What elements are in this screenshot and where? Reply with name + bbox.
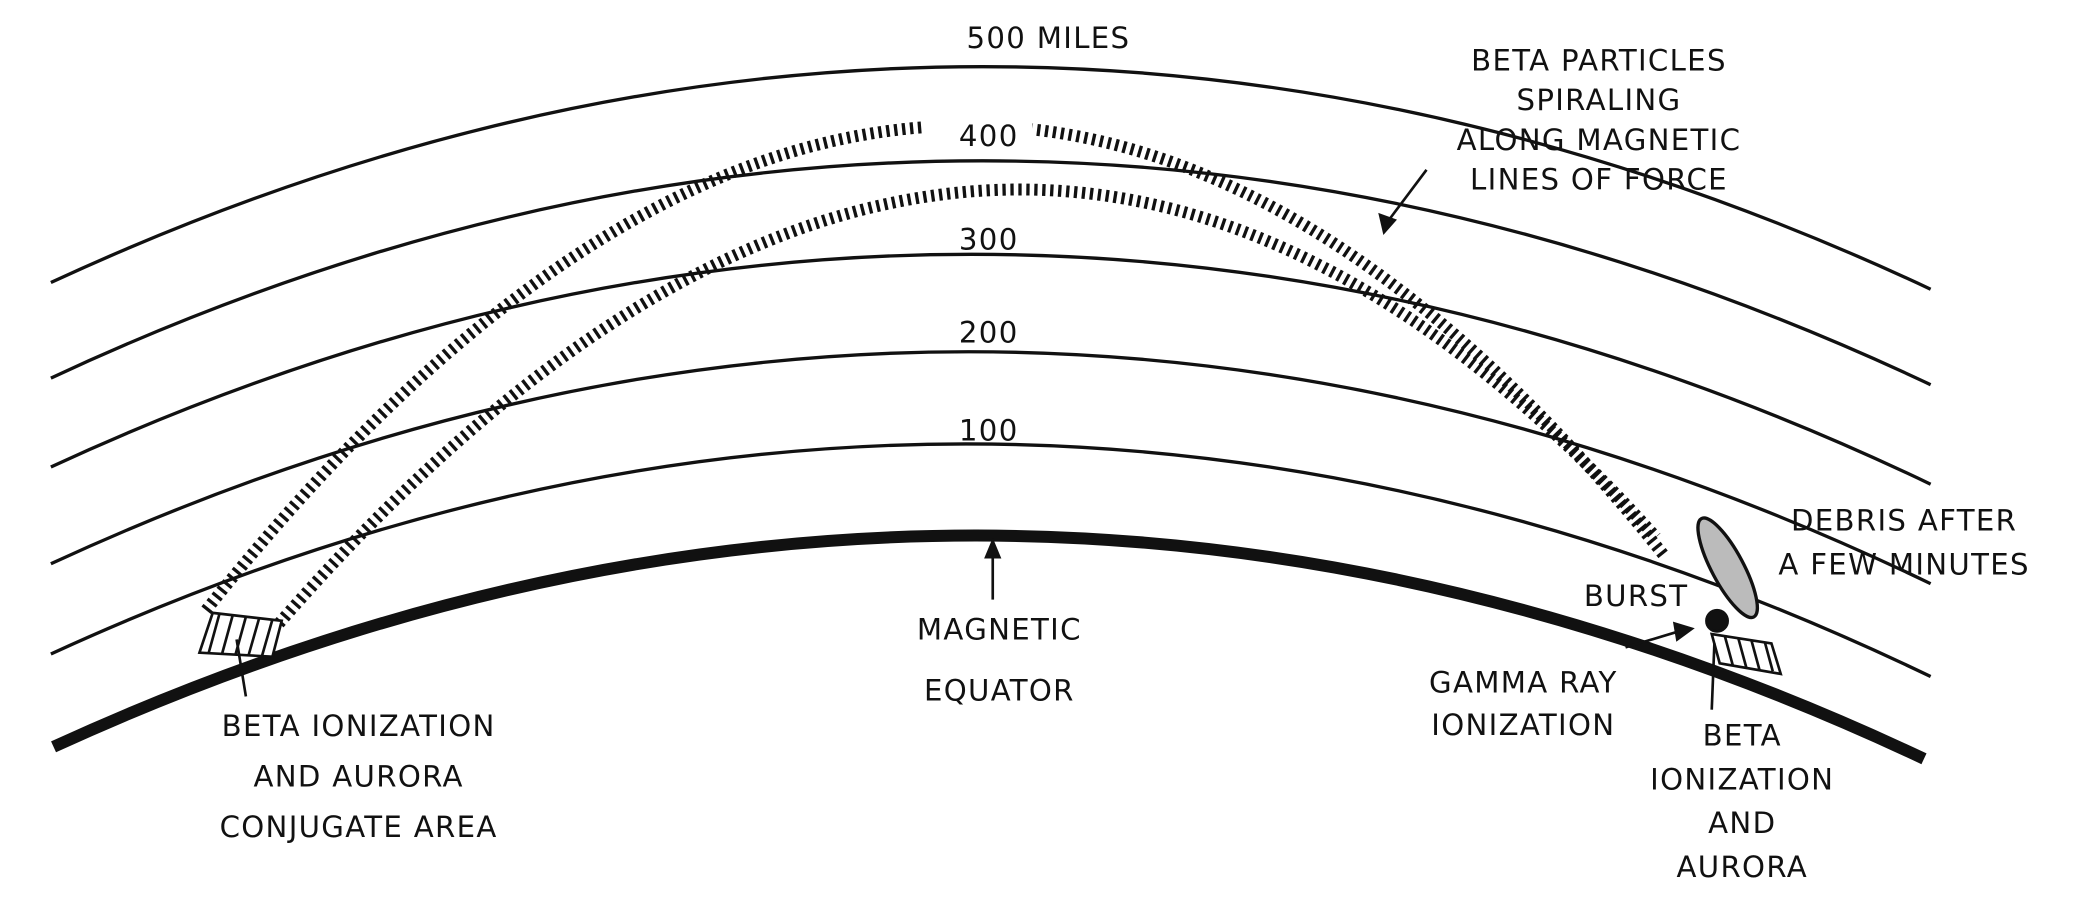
outer-field-line	[201, 119, 1670, 614]
label: IONIZATION	[1650, 762, 1834, 796]
altitude-400	[50, 159, 1932, 387]
altitude-100	[50, 442, 1932, 679]
debris-cloud	[1696, 516, 1760, 620]
hatch-left	[197, 611, 284, 659]
label: AND AURORA	[253, 760, 463, 794]
label: 400	[959, 119, 1019, 153]
pointers	[235, 169, 1716, 710]
label: ALONG MAGNETIC	[1457, 123, 1742, 157]
label: GAMMA RAY	[1429, 665, 1618, 699]
altitude-200	[50, 350, 1932, 586]
label: 300	[959, 222, 1019, 256]
label: 500 MILES	[967, 21, 1131, 55]
label: 200	[959, 315, 1019, 349]
inner-field-line	[274, 183, 1661, 628]
label: BETA IONIZATION	[222, 709, 496, 743]
label: CONJUGATE AREA	[220, 810, 498, 844]
label: 100	[959, 413, 1019, 447]
label: AND	[1708, 806, 1776, 840]
label: LINES OF FORCE	[1470, 163, 1728, 197]
label: BURST	[1584, 579, 1689, 613]
label: EQUATOR	[924, 673, 1075, 707]
label: SPIRALING	[1516, 83, 1681, 117]
earth-surface	[51, 529, 1927, 765]
label: MAGNETIC	[917, 612, 1082, 646]
label: BETA	[1703, 719, 1782, 753]
label-gap	[923, 114, 1033, 152]
hatch-right	[1705, 608, 1783, 676]
label: AURORA	[1676, 850, 1808, 884]
label: BETA PARTICLES	[1471, 43, 1727, 77]
label: A FEW MINUTES	[1778, 547, 2030, 581]
altitude-500	[50, 65, 1932, 291]
label: DEBRIS AFTER	[1791, 504, 2017, 538]
altitude-300	[50, 252, 1932, 486]
label: IONIZATION	[1431, 708, 1615, 742]
